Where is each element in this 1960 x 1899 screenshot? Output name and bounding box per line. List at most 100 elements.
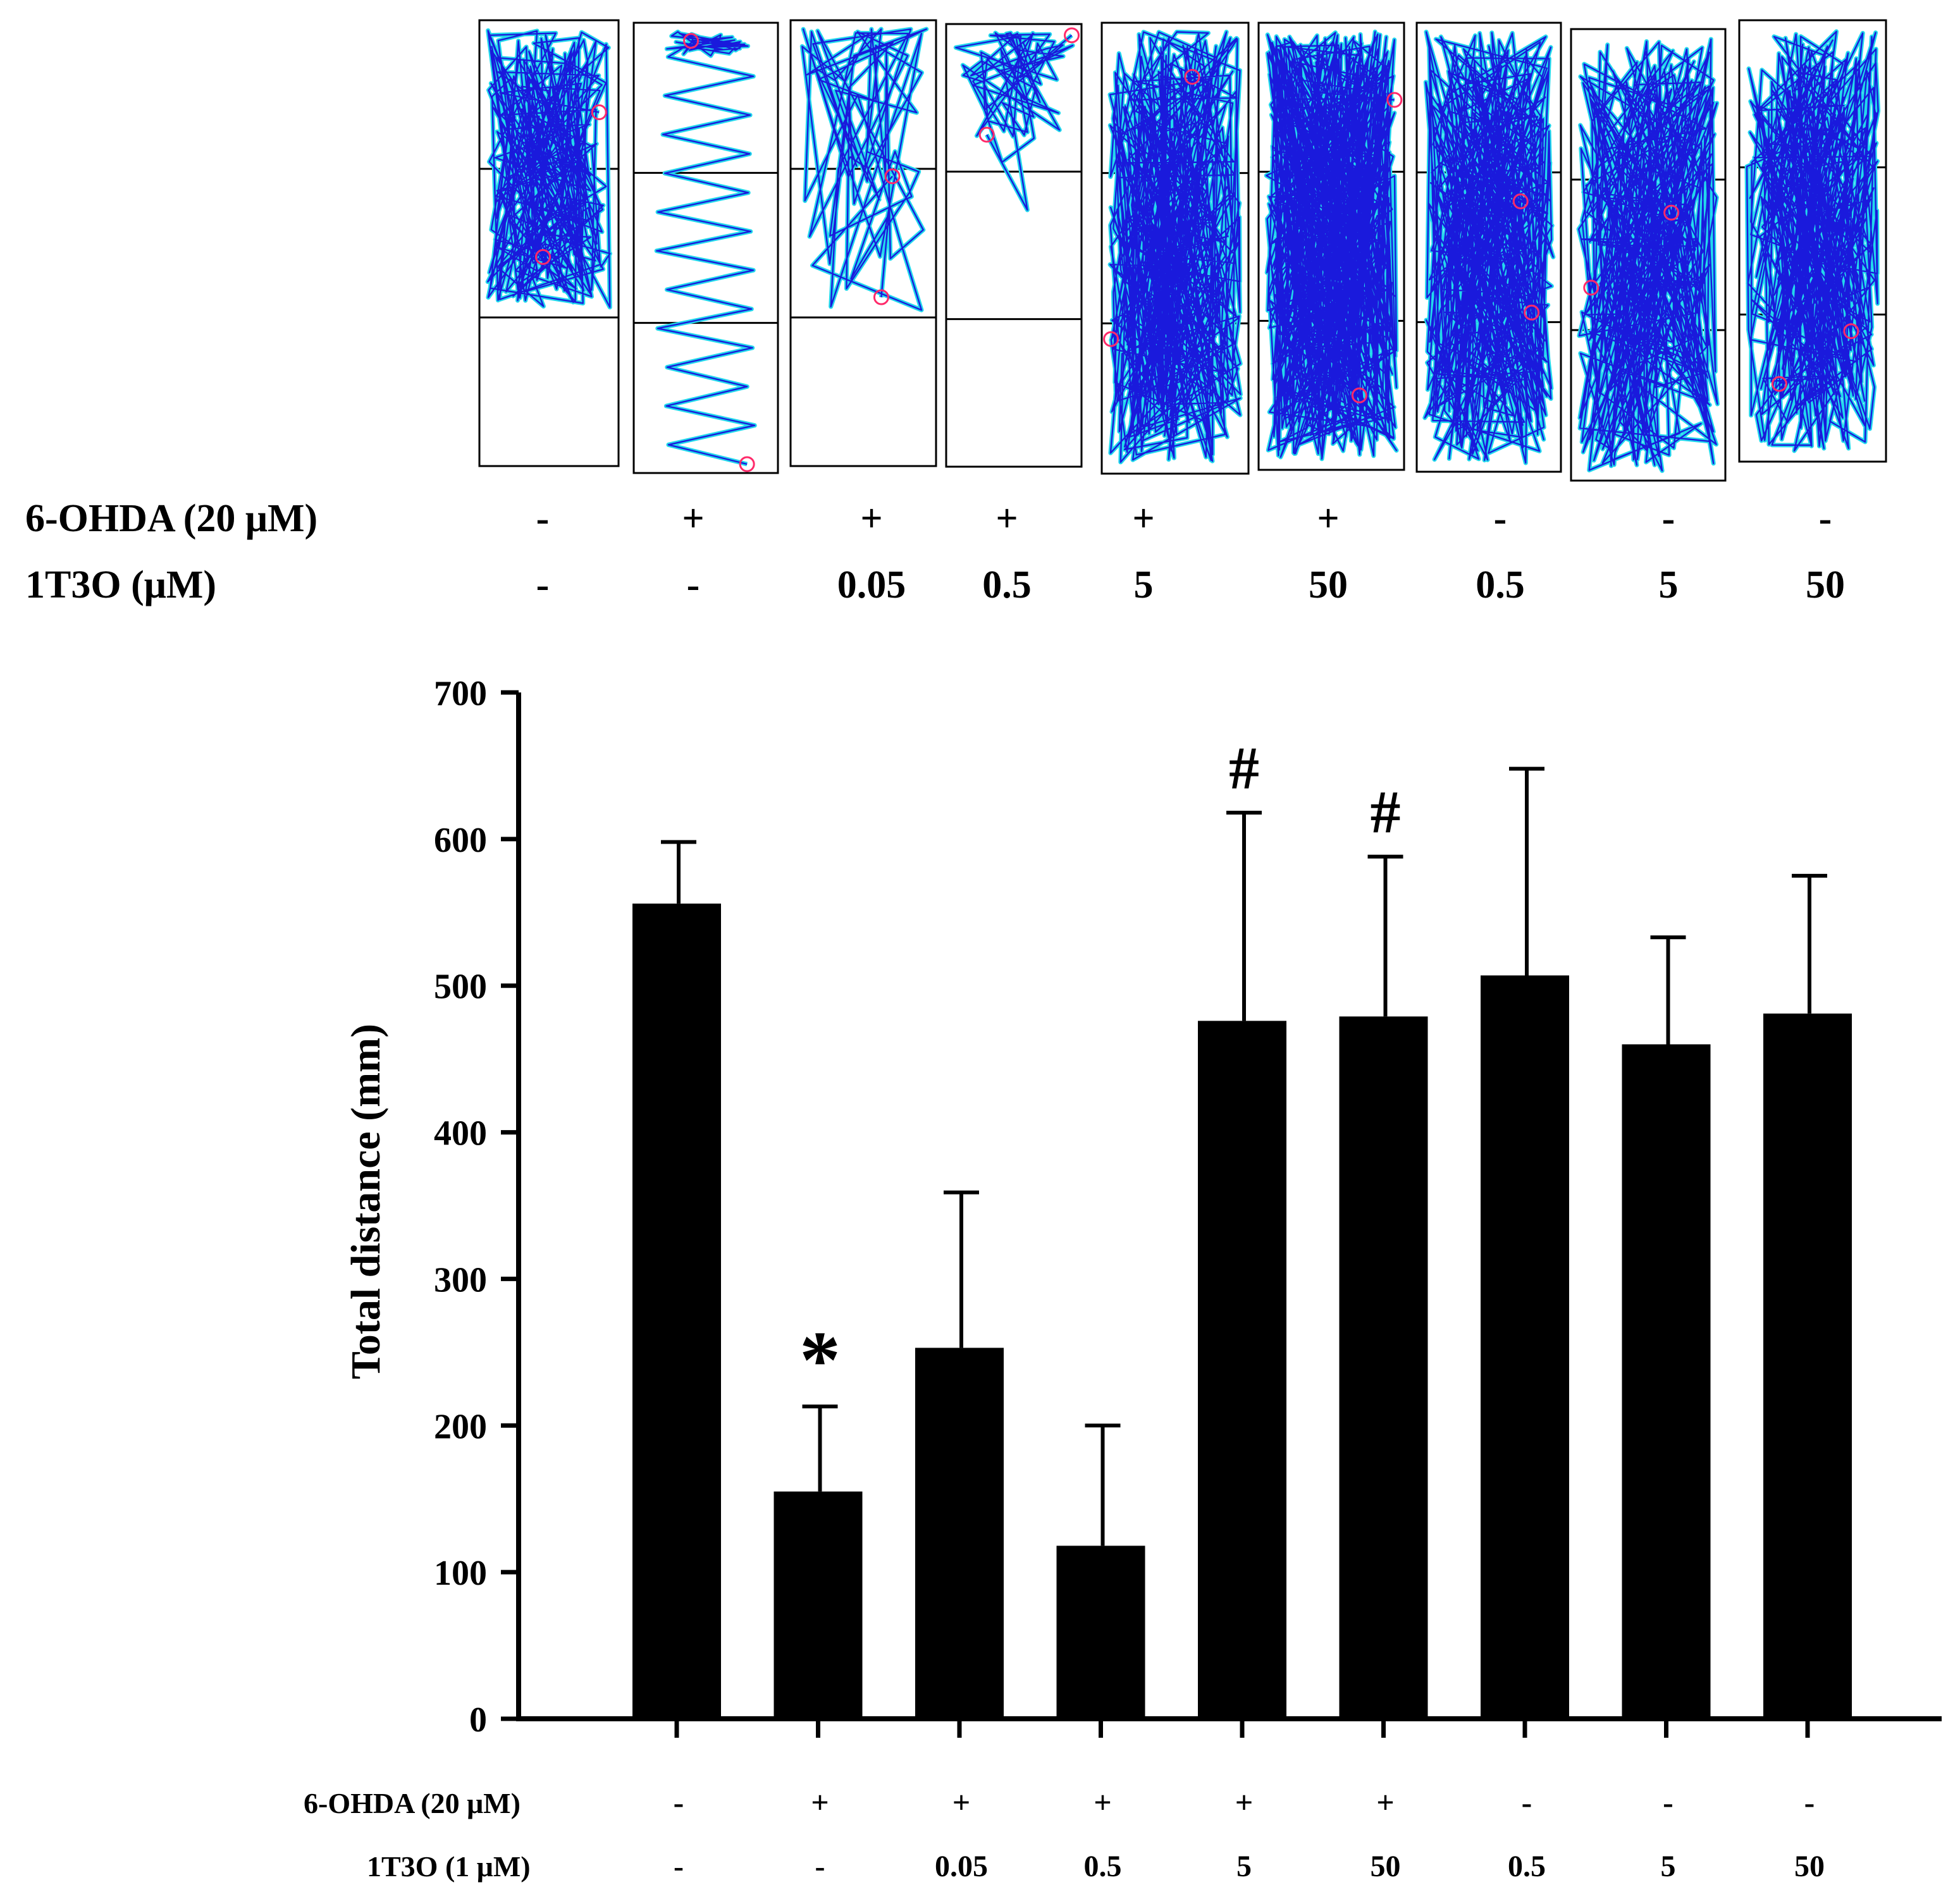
bar	[915, 1348, 1004, 1719]
top-row-label-1t3o: 1T3O (μM)	[25, 563, 216, 606]
top-1t3o-value: 0.05	[837, 563, 906, 606]
y-tick-label: 500	[434, 968, 487, 1007]
track-plot	[1100, 22, 1250, 475]
significance-hash: #	[1229, 734, 1259, 802]
start-marker	[591, 104, 607, 121]
start-marker	[873, 289, 889, 305]
significance-hash: #	[1371, 778, 1401, 846]
bottom-1t3o-value: -	[815, 1850, 825, 1883]
bottom-6ohda-value: -	[1804, 1785, 1815, 1820]
bottom-1t3o-value: 0.5	[1508, 1850, 1546, 1883]
top-6ohda-value: +	[682, 497, 704, 540]
track-plot	[1415, 22, 1562, 473]
top-1t3o-value: 0.5	[1476, 563, 1525, 606]
bar	[1622, 1044, 1711, 1719]
bottom-6ohda-value: +	[1094, 1785, 1112, 1820]
start-marker	[1512, 193, 1529, 209]
end-marker	[1386, 92, 1403, 108]
top-6ohda-value: -	[1662, 497, 1675, 540]
bar	[632, 903, 721, 1719]
bottom-1t3o-value: -	[674, 1850, 684, 1883]
top-6ohda-value: +	[1132, 497, 1154, 540]
track-plot	[478, 19, 620, 467]
bottom-row-label-1t3o: 1T3O (1 μM)	[367, 1850, 531, 1883]
top-6ohda-value: +	[1317, 497, 1339, 540]
top-6ohda-value: +	[860, 497, 882, 540]
top-6ohda-value: -	[1494, 497, 1507, 540]
bottom-1t3o-value: 50	[1371, 1850, 1401, 1883]
track-path	[1109, 31, 1242, 463]
y-tick-label: 100	[434, 1554, 487, 1593]
track-path	[656, 31, 756, 465]
end-marker	[1663, 204, 1680, 221]
track-path	[1746, 30, 1879, 452]
track-path	[1266, 31, 1398, 460]
y-tick-label: 400	[434, 1114, 487, 1153]
top-1t3o-value: 5	[1134, 563, 1154, 606]
end-marker	[534, 249, 551, 265]
bottom-1t3o-value: 5	[1236, 1850, 1252, 1883]
bar	[1056, 1546, 1145, 1719]
start-marker	[1064, 27, 1080, 44]
y-axis-label: Total distance (mm)	[343, 1024, 389, 1379]
top-1t3o-value: 50	[1309, 563, 1348, 606]
track-path	[487, 30, 611, 308]
significance-star: *	[799, 1315, 841, 1406]
bar-chart: Total distance (mm) 6-OHDA (20 μM) 1T3O …	[304, 674, 1942, 1883]
start-marker	[1103, 331, 1119, 347]
bottom-row-label-6ohda: 6-OHDA (20 μM)	[304, 1787, 521, 1819]
track-path	[1424, 31, 1554, 464]
bottom-1t3o-value: 0.05	[935, 1850, 988, 1883]
start-marker	[1843, 323, 1859, 340]
bottom-1t3o-value: 5	[1661, 1850, 1676, 1883]
bar	[1339, 1016, 1428, 1719]
track-plot	[1738, 19, 1887, 463]
start-marker	[683, 33, 700, 49]
top-row-label-6ohda: 6-OHDA (20 μM)	[25, 497, 317, 540]
y-tick-label: 0	[469, 1700, 487, 1740]
bar	[1763, 1013, 1852, 1719]
track-path	[801, 28, 927, 311]
top-6ohda-value: -	[536, 497, 550, 540]
end-marker	[978, 126, 995, 143]
bottom-1t3o-value: 50	[1794, 1850, 1825, 1883]
track-plot	[1570, 28, 1727, 482]
end-marker	[884, 168, 901, 185]
top-1t3o-value: 50	[1806, 563, 1845, 606]
track-plot	[945, 23, 1083, 468]
y-tick-label: 700	[434, 674, 487, 713]
bottom-6ohda-value: +	[1235, 1785, 1254, 1820]
track-path	[1577, 38, 1718, 472]
track-panel	[478, 19, 1887, 482]
y-tick-label: 600	[434, 821, 487, 860]
bar	[774, 1491, 863, 1719]
top-condition-table: 6-OHDA (20 μM) 1T3O (μM) - - + - +0.05 +0.5 +5…	[25, 497, 1845, 606]
track-path	[955, 32, 1074, 211]
track-plot	[632, 22, 779, 474]
end-marker	[1771, 376, 1787, 392]
top-1t3o-value: -	[687, 563, 700, 606]
bottom-6ohda-value: -	[674, 1785, 684, 1820]
top-1t3o-value: -	[536, 563, 550, 606]
top-6ohda-value: -	[1819, 497, 1832, 540]
track-plot	[789, 19, 937, 467]
bottom-6ohda-value: +	[1376, 1785, 1395, 1820]
top-6ohda-value: +	[995, 497, 1018, 540]
track-plot	[1257, 22, 1405, 471]
end-marker	[1524, 304, 1540, 321]
bar	[1198, 1021, 1286, 1719]
top-1t3o-value: 5	[1659, 563, 1679, 606]
y-tick-label: 200	[434, 1407, 487, 1446]
end-marker	[1184, 69, 1200, 85]
bottom-1t3o-value: 0.5	[1084, 1850, 1122, 1883]
start-marker	[1583, 280, 1599, 296]
end-marker	[739, 456, 755, 472]
y-tick-label: 300	[434, 1260, 487, 1300]
top-1t3o-value: 0.5	[982, 563, 1032, 606]
bar	[1481, 975, 1569, 1719]
bottom-6ohda-value: +	[811, 1785, 829, 1820]
bottom-6ohda-value: +	[952, 1785, 971, 1820]
start-marker	[1351, 387, 1367, 403]
bottom-6ohda-value: -	[1522, 1785, 1532, 1820]
